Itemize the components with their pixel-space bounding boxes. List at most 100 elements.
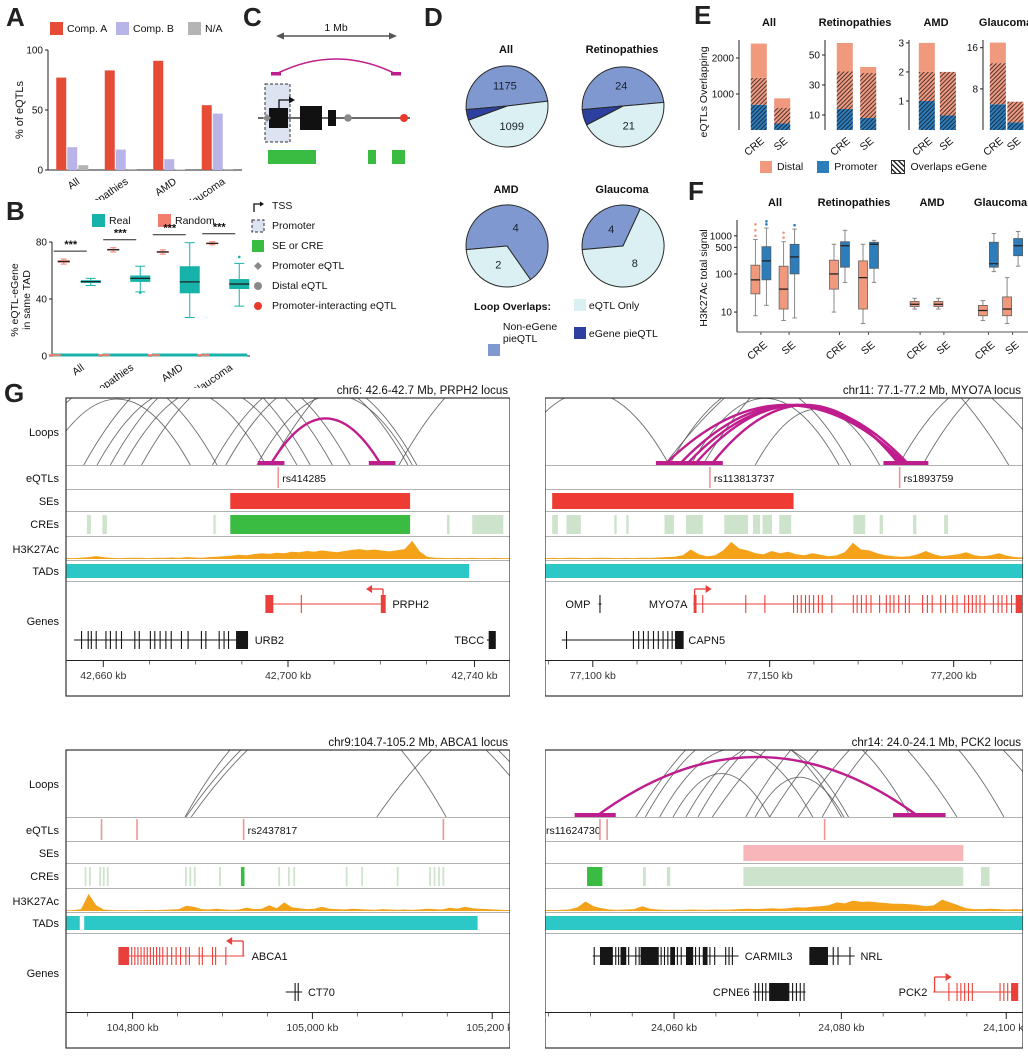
svg-text:TADs: TADs (32, 566, 59, 578)
svg-text:chr6: 42.6-42.7 Mb, PRPH2 locu: chr6: 42.6-42.7 Mb, PRPH2 locus (337, 385, 509, 397)
svg-text:PRPH2: PRPH2 (392, 599, 429, 611)
track-ses (552, 493, 794, 509)
svg-text:8: 8 (972, 84, 978, 95)
panel-label-f: F (688, 176, 704, 206)
track-ses (230, 493, 411, 509)
svg-text:100: 100 (26, 46, 43, 57)
track-eqtls: rs414285 (277, 467, 326, 488)
svg-text:Random: Random (175, 215, 215, 227)
svg-text:rs113813737: rs113813737 (714, 473, 775, 485)
locus-panel-abca1: chr9:104.7-105.2 Mb, ABCA1 locus rs243781… (4, 736, 510, 1052)
svg-text:CRE: CRE (904, 339, 929, 362)
svg-text:Loops: Loops (29, 779, 59, 791)
panel-label-b: B (6, 196, 25, 226)
svg-text:Glaucoma: Glaucoma (979, 17, 1028, 29)
track-genes: PRPH2 URB2 TBCC (73, 585, 496, 649)
svg-text:CREs: CREs (30, 519, 59, 531)
svg-text:100: 100 (715, 269, 732, 280)
svg-text:chr11: 77.1-77.2 Mb, MYO7A loc: chr11: 77.1-77.2 Mb, MYO7A locus (843, 385, 1021, 397)
svg-text:SE: SE (780, 339, 798, 357)
pieqtl-schematic: 1 Mb (258, 22, 410, 164)
svg-text:3: 3 (898, 38, 904, 49)
panel-d-legend: Loop Overlaps: eQTL Only Non-eGene pieQT… (470, 293, 700, 363)
locus-panel-prph2: chr6: 42.6-42.7 Mb, PRPH2 locus rs414285 P… (4, 384, 510, 700)
svg-text:SE: SE (1003, 339, 1021, 357)
panel-c-schematic: 1 Mb (246, 22, 420, 184)
svg-text:77,100 kb: 77,100 kb (570, 670, 616, 682)
svg-text:AMD: AMD (923, 17, 948, 29)
track-cres (552, 515, 948, 534)
se-cre-icon (252, 240, 264, 252)
promoter-box-icon (251, 219, 265, 233)
svg-text:rs2437817: rs2437817 (248, 825, 298, 837)
panel-d-legend-item: Loop Overlaps: (474, 301, 552, 313)
panel-d-legend-item: Non-eGene pieQTL (488, 321, 565, 356)
genome-browser-0: chr6: 42.6-42.7 Mb, PRPH2 locus rs414285 P… (13, 385, 510, 697)
panel-c-legend-item: Distal eQTL (250, 278, 422, 294)
svg-text:1000: 1000 (710, 231, 733, 242)
svg-text:42,700 kb: 42,700 kb (265, 670, 311, 682)
panel-c-legend: TSS Promoter SE or CRE Promoter eQTL Distal … (250, 198, 422, 318)
svg-text:SE: SE (934, 339, 952, 357)
svg-text:CRE: CRE (910, 135, 935, 158)
svg-text:rs1893759: rs1893759 (904, 473, 954, 485)
panel-e-stacked-bars: eQTLs Overlapping All 1000 2000 CRE SE Retinop… (695, 12, 1028, 162)
svg-text:CARMIL3: CARMIL3 (745, 951, 793, 963)
panel-label-c: C (243, 2, 262, 32)
track-eqtls: rs113813737 rs1893759 (709, 467, 954, 488)
svg-text:% of eQTLs: % of eQTLs (14, 80, 26, 139)
svg-text:Comp. B: Comp. B (133, 23, 174, 35)
track-genes: CARMIL3 NRL CPNE6 PCK2 (592, 947, 1019, 1001)
genomic-axis: 24,060 kb 24,080 kb 24,100 kb (545, 1012, 1023, 1034)
svg-text:16: 16 (967, 43, 979, 54)
svg-text:2000: 2000 (712, 54, 735, 65)
pie-title: Glaucoma (595, 184, 649, 196)
track-loops (574, 750, 1023, 817)
svg-text:chr9:104.7-105.2 Mb, ABCA1 loc: chr9:104.7-105.2 Mb, ABCA1 locus (328, 737, 508, 749)
track-h3k27ac (66, 540, 510, 559)
pie-title: All (498, 44, 514, 56)
legend-label: TSS (272, 200, 293, 212)
svg-text:All: All (70, 362, 86, 379)
svg-text:SE: SE (1005, 135, 1023, 153)
track-genes: ABCA1 CT70 (118, 937, 335, 1001)
pie-svg: 11751099100 (465, 65, 549, 148)
svg-text:All: All (66, 176, 82, 193)
svg-text:rs11624730: rs11624730 (546, 825, 601, 837)
svg-text:50: 50 (809, 51, 821, 62)
svg-text:CT70: CT70 (308, 987, 335, 999)
panel-label-g: G (4, 378, 25, 408)
panel-c-legend-item: Promoter (250, 218, 422, 234)
svg-text:MYO7A: MYO7A (649, 599, 688, 611)
svg-text:SE: SE (772, 135, 790, 153)
svg-text:42,660 kb: 42,660 kb (80, 670, 126, 682)
svg-text:40: 40 (36, 295, 48, 306)
genomic-axis: 77,100 kb 77,150 kb 77,200 kb (545, 660, 1023, 682)
locus-panel-myo7a: chr11: 77.1-77.2 Mb, MYO7A locus rs113813… (545, 384, 1023, 700)
svg-text:CRE: CRE (824, 339, 849, 362)
svg-text:24,100 kb: 24,100 kb (983, 1022, 1023, 1034)
svg-text:104,800 kb: 104,800 kb (107, 1022, 159, 1034)
svg-text:105,200 kb: 105,200 kb (466, 1022, 510, 1034)
track-genes: OMP MYO7A CAPN5 (561, 585, 1023, 649)
svg-text:1175: 1175 (493, 81, 517, 93)
svg-text:SEs: SEs (39, 848, 60, 860)
promoter-eqtl-icon (254, 262, 262, 270)
svg-text:42,740 kb: 42,740 kb (451, 670, 497, 682)
svg-text:24,060 kb: 24,060 kb (651, 1022, 697, 1034)
svg-text:CREs: CREs (30, 871, 59, 883)
track-eqtls: rs11624730 (546, 819, 826, 840)
genomic-axis: 42,660 kb 42,700 kb 42,740 kb (66, 660, 510, 682)
genomic-axis: 104,800 kb 105,000 kb 105,200 kb (66, 1012, 510, 1034)
svg-text:Glaucoma: Glaucoma (181, 176, 227, 200)
svg-text:CRE: CRE (981, 135, 1006, 158)
svg-text:NRL: NRL (860, 951, 882, 963)
legend-label: Promoter-interacting eQTL (272, 300, 397, 312)
legend-label: Distal eQTL (272, 280, 328, 292)
svg-text:Retinopathies: Retinopathies (819, 17, 892, 29)
panel-c-legend-item: TSS (250, 198, 422, 214)
svg-text:Glaucoma: Glaucoma (974, 197, 1028, 209)
pie-chart-retinopathies: 24213 (577, 60, 669, 152)
svg-text:24,080 kb: 24,080 kb (818, 1022, 864, 1034)
